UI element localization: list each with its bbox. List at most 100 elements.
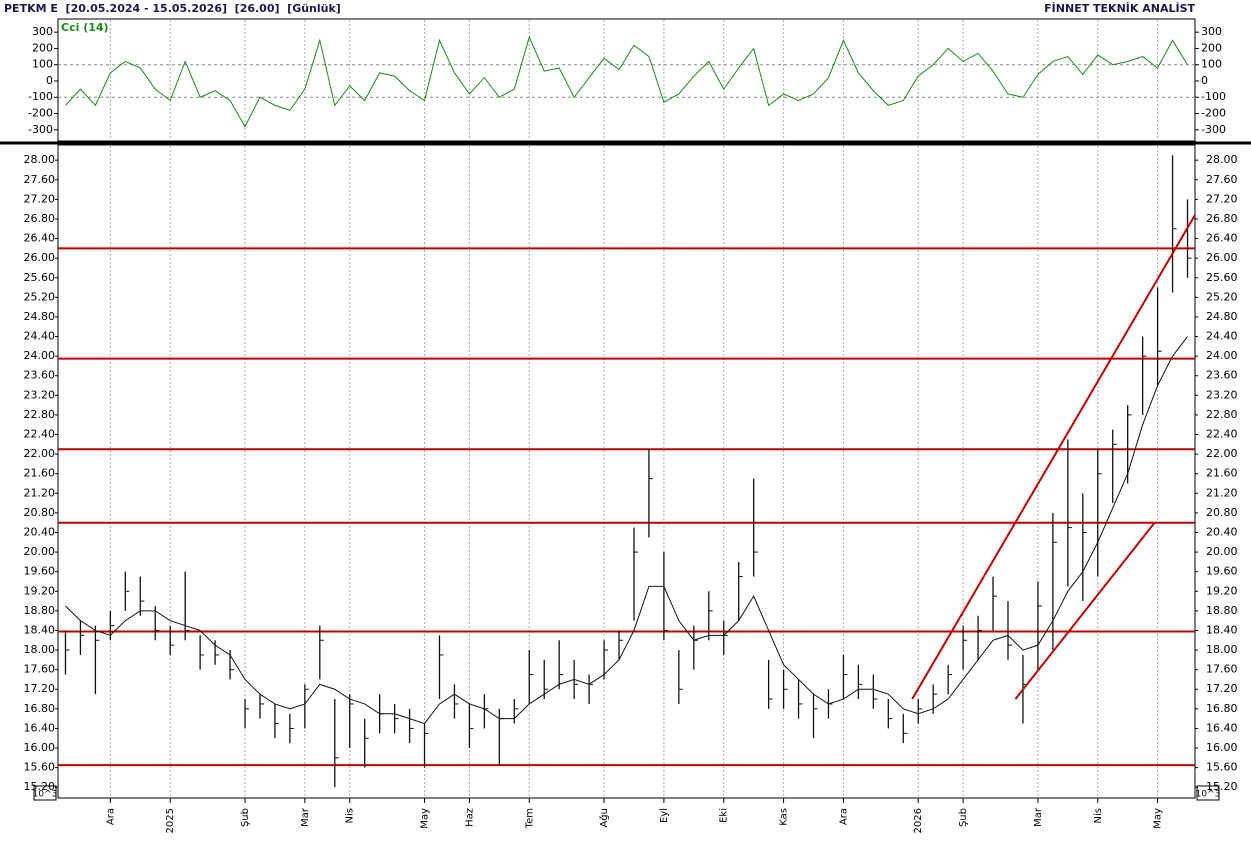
y-tick-label: 24.80 bbox=[1206, 310, 1238, 323]
x-tick-label: Şub bbox=[958, 808, 969, 827]
y-tick-label: 21.60 bbox=[24, 467, 56, 480]
y-tick-label: 20.00 bbox=[1206, 545, 1238, 558]
y-tick-label: 25.20 bbox=[24, 290, 56, 303]
x-tick-label: Nis bbox=[1093, 808, 1104, 823]
y-tick-label: 18.00 bbox=[24, 643, 56, 656]
cci-title: Cci (14) bbox=[61, 21, 109, 34]
y-tick-label: 24.80 bbox=[24, 310, 56, 323]
y-tick-label: 25.60 bbox=[1206, 271, 1238, 284]
y-tick-label: 21.20 bbox=[1206, 486, 1238, 499]
y-tick-label: 20.80 bbox=[24, 506, 56, 519]
y-tick-label: 15.20 bbox=[1206, 780, 1238, 793]
y-tick-label: 27.20 bbox=[1206, 192, 1238, 205]
cci-line bbox=[65, 35, 1188, 128]
scale-box bbox=[1196, 785, 1220, 801]
y-tick-label: 22.40 bbox=[1206, 428, 1238, 441]
x-tick-label: May bbox=[1153, 808, 1164, 829]
y-tick-label: 22.00 bbox=[24, 447, 56, 460]
y-tick-label: 100 bbox=[1201, 58, 1222, 71]
x-tick-label: Ara bbox=[105, 808, 116, 825]
y-tick-label: 200 bbox=[32, 41, 53, 54]
y-tick-label: 21.20 bbox=[24, 486, 56, 499]
x-tick-label: Nis bbox=[345, 808, 356, 823]
cci-frame bbox=[57, 18, 1196, 142]
y-tick-label: 15.60 bbox=[1206, 761, 1238, 774]
y-tick-label: 16.40 bbox=[24, 721, 56, 734]
x-tick-label: 2025 bbox=[165, 808, 176, 833]
y-tick-label: 25.20 bbox=[1206, 290, 1238, 303]
y-tick-label: 20.80 bbox=[1206, 506, 1238, 519]
y-tick-label: 19.60 bbox=[1206, 565, 1238, 578]
y-tick-label: -200 bbox=[28, 107, 53, 120]
y-tick-label: 300 bbox=[32, 25, 53, 38]
y-tick-label: -100 bbox=[1201, 90, 1226, 103]
y-tick-label: 20.40 bbox=[1206, 525, 1238, 538]
x-tick-label: 2026 bbox=[913, 808, 924, 833]
y-tick-label: 18.40 bbox=[1206, 623, 1238, 636]
y-tick-label: 16.40 bbox=[1206, 721, 1238, 734]
y-tick-label: 300 bbox=[1201, 25, 1222, 38]
moving-average bbox=[65, 336, 1188, 725]
y-tick-label: 16.00 bbox=[1206, 741, 1238, 754]
y-tick-label: 19.20 bbox=[24, 584, 56, 597]
y-tick-label: 28.00 bbox=[24, 153, 56, 166]
y-tick-label: 22.40 bbox=[24, 428, 56, 441]
y-tick-label: 0 bbox=[46, 74, 53, 87]
y-tick-label: 26.80 bbox=[1206, 212, 1238, 225]
x-tick-label: Ağu bbox=[598, 808, 610, 828]
x-tick-label: May bbox=[420, 808, 431, 829]
x-tick-label: Şub bbox=[240, 808, 251, 827]
y-tick-label: 17.60 bbox=[1206, 663, 1238, 676]
y-tick-label: 16.80 bbox=[1206, 702, 1238, 715]
y-tick-label: 24.40 bbox=[1206, 330, 1238, 343]
x-tick-label: Mar bbox=[300, 807, 311, 827]
y-tick-label: 0 bbox=[1201, 74, 1208, 87]
y-tick-label: 23.20 bbox=[1206, 388, 1238, 401]
y-tick-label: 23.20 bbox=[24, 388, 56, 401]
y-tick-label: 15.20 bbox=[24, 780, 56, 793]
y-tick-label: 16.80 bbox=[24, 702, 56, 715]
y-tick-label: 16.00 bbox=[24, 741, 56, 754]
y-tick-label: -100 bbox=[28, 90, 53, 103]
x-tick-label: Haz bbox=[464, 808, 475, 827]
y-tick-label: 22.80 bbox=[1206, 408, 1238, 421]
y-tick-label: 19.20 bbox=[1206, 584, 1238, 597]
y-tick-label: 15.60 bbox=[24, 761, 56, 774]
y-tick-label: 27.60 bbox=[24, 173, 56, 186]
y-tick-label: 26.00 bbox=[24, 251, 56, 264]
y-tick-label: 21.60 bbox=[1206, 467, 1238, 480]
y-tick-label: 17.60 bbox=[24, 663, 56, 676]
trend-line bbox=[1014, 522, 1156, 700]
x-tick-label: Eki bbox=[719, 808, 730, 823]
y-tick-label: 18.80 bbox=[24, 604, 56, 617]
scale-note: 10^3 bbox=[1196, 790, 1221, 800]
y-tick-label: 24.00 bbox=[24, 349, 56, 362]
price-frame bbox=[57, 144, 1196, 799]
y-tick-label: 26.40 bbox=[1206, 232, 1238, 245]
y-tick-label: 23.60 bbox=[24, 369, 56, 382]
y-tick-label: 200 bbox=[1201, 41, 1222, 54]
y-tick-label: 100 bbox=[32, 58, 53, 71]
x-tick-label: Kas bbox=[779, 808, 790, 826]
x-tick-label: Ara bbox=[838, 808, 849, 825]
trend-line bbox=[911, 214, 1196, 700]
y-tick-label: 17.20 bbox=[24, 682, 56, 695]
y-tick-label: 23.60 bbox=[1206, 369, 1238, 382]
y-tick-label: 26.80 bbox=[24, 212, 56, 225]
x-tick-label: Eyl bbox=[659, 808, 670, 823]
y-tick-label: -200 bbox=[1201, 107, 1226, 120]
y-tick-label: 22.80 bbox=[24, 408, 56, 421]
header-right: FİNNET TEKNİK ANALİST bbox=[1044, 1, 1195, 15]
y-tick-label: 26.00 bbox=[1206, 251, 1238, 264]
y-tick-label: 24.40 bbox=[24, 330, 56, 343]
scale-note: 10^3 bbox=[33, 790, 58, 800]
y-tick-label: 18.00 bbox=[1206, 643, 1238, 656]
y-tick-label: 28.00 bbox=[1206, 153, 1238, 166]
y-tick-label: -300 bbox=[1201, 123, 1226, 136]
y-tick-label: 27.20 bbox=[24, 192, 56, 205]
y-tick-label: 25.60 bbox=[24, 271, 56, 284]
y-tick-label: 20.00 bbox=[24, 545, 56, 558]
x-tick-label: Mar bbox=[1033, 807, 1044, 827]
